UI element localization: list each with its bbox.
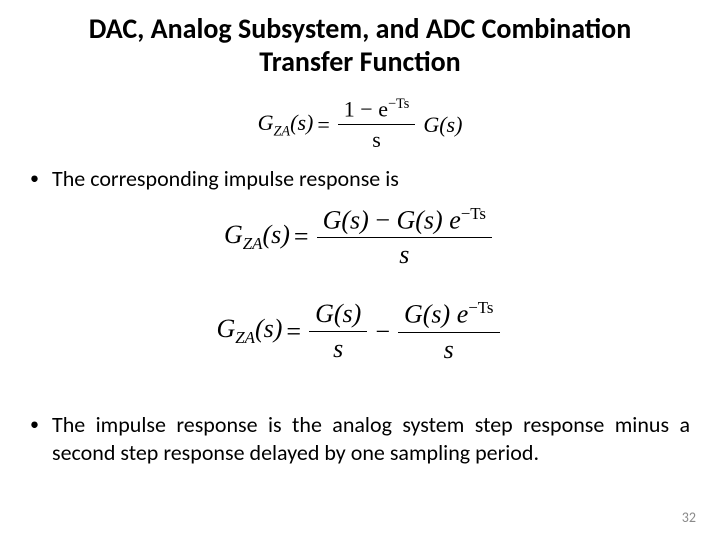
eq3-lhs-arg: (s) <box>255 314 282 343</box>
eq1-lhs-arg: (s) <box>290 110 313 135</box>
eq1-den: s <box>338 124 416 153</box>
eq1-num-sup: −Ts <box>388 96 409 112</box>
eq3-t2-den: s <box>398 332 500 365</box>
eq3-t1-den: s <box>309 331 367 364</box>
equation-2-wrap: GZA(s) = G(s) − G(s) e−Ts s <box>30 204 690 271</box>
eq1-fraction: 1 − e−Ts s <box>338 96 416 153</box>
eq1-lhs-sub: ZA <box>273 123 290 139</box>
equation-3-wrap: GZA(s) = G(s) s − G(s) e−Ts s <box>30 298 690 365</box>
eq2-lhs-arg: (s) <box>262 220 289 249</box>
eq3-lhs-func: G <box>216 314 235 343</box>
eq1-equals: = <box>317 112 329 138</box>
equation-3: GZA(s) = G(s) s − G(s) e−Ts s <box>216 298 503 365</box>
eq2-den: s <box>317 237 492 270</box>
eq2-lhs-sub: ZA <box>243 234 263 253</box>
eq1-lhs-func: G <box>258 110 274 135</box>
eq2-num-right-sup: −Ts <box>461 204 486 223</box>
bullet-1: • The corresponding impulse response is <box>30 165 690 193</box>
eq2-num-left: G(s) <box>323 205 369 234</box>
bullet-1-text: The corresponding impulse response is <box>52 165 690 193</box>
eq3-frac-2: G(s) e−Ts s <box>398 298 500 365</box>
eq1-trail: G(s) <box>423 112 462 138</box>
eq3-lhs: GZA(s) <box>216 314 282 348</box>
eq1-num: 1 − e−Ts <box>338 96 416 124</box>
eq3-frac-1: G(s) s <box>309 299 367 364</box>
eq3-t2-num-text: G(s) e <box>404 300 468 329</box>
slide: DAC, Analog Subsystem, and ADC Combinati… <box>0 0 720 540</box>
eq3-t2-num-sup: −Ts <box>468 298 493 317</box>
eq3-lhs-sub: ZA <box>235 329 255 348</box>
bullet-marker-icon: • <box>30 165 52 190</box>
eq3-t2-num: G(s) e−Ts <box>398 298 500 332</box>
eq1-lhs: GZA(s) <box>258 110 314 140</box>
eq2-lhs-func: G <box>224 220 243 249</box>
eq3-equals: = <box>286 317 301 347</box>
page-number: 32 <box>682 509 696 526</box>
equation-1: GZA(s) = 1 − e−Ts s G(s) <box>258 96 463 153</box>
slide-title: DAC, Analog Subsystem, and ADC Combinati… <box>30 12 690 78</box>
bullet-marker-icon: • <box>30 411 52 436</box>
bullet-2-text: The impulse response is the analog syste… <box>52 411 690 467</box>
title-line-1: DAC, Analog Subsystem, and ADC Combinati… <box>89 11 631 46</box>
eq2-equals: = <box>294 222 309 252</box>
eq1-num-text: 1 − e <box>344 96 388 121</box>
eq3-t1-num: G(s) <box>309 299 367 331</box>
eq2-fraction: G(s) − G(s) e−Ts s <box>317 204 492 271</box>
eq2-lhs: GZA(s) <box>224 220 290 254</box>
bullet-2: • The impulse response is the analog sys… <box>30 411 690 467</box>
eq3-minus: − <box>375 317 390 347</box>
eq2-num-right: G(s) e <box>396 205 460 234</box>
spacer-1 <box>30 282 690 288</box>
spacer-2 <box>30 377 690 405</box>
eq2-num: G(s) − G(s) e−Ts <box>317 204 492 238</box>
equation-2: GZA(s) = G(s) − G(s) e−Ts s <box>224 204 496 271</box>
title-line-2: Transfer Function <box>259 44 460 79</box>
eq2-num-minus: − <box>369 205 397 234</box>
equation-1-wrap: GZA(s) = 1 − e−Ts s G(s) <box>30 96 690 153</box>
